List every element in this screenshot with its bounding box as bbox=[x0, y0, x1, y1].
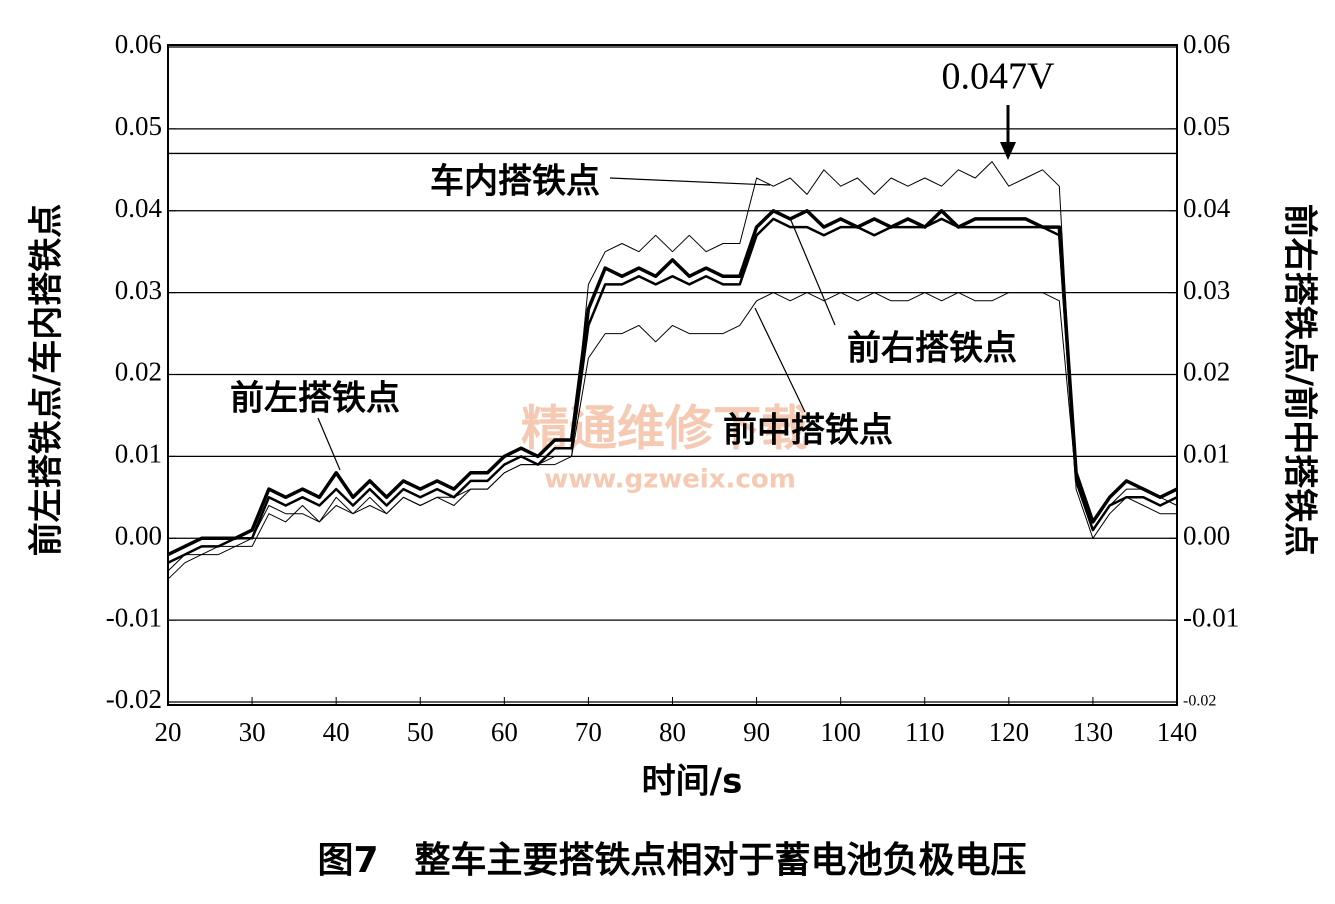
x-tick-label: 80 bbox=[659, 717, 686, 747]
y-tick-label: -0.02 bbox=[106, 684, 162, 714]
leader-line bbox=[317, 417, 341, 471]
annotation-arrowhead bbox=[1000, 142, 1016, 160]
series-label: 前左搭铁点 bbox=[230, 379, 400, 419]
x-tick-label: 130 bbox=[1073, 717, 1114, 747]
y-tick-label: 0.00 bbox=[115, 520, 162, 550]
leader-line bbox=[754, 307, 806, 413]
y-tick-label: -0.01 bbox=[106, 602, 162, 632]
x-tick-label: 50 bbox=[407, 717, 434, 747]
y-tick-label: 0.04 bbox=[115, 193, 163, 223]
series-line bbox=[167, 209, 1178, 557]
x-tick-label: 20 bbox=[155, 717, 182, 747]
y-tick-label: 0.05 bbox=[115, 111, 162, 141]
y-tick-label: 0.06 bbox=[115, 29, 162, 59]
x-tick-label: 70 bbox=[575, 717, 602, 747]
x-tick-label: 30 bbox=[239, 717, 266, 747]
y-tick-label: 0.03 bbox=[115, 275, 162, 305]
y2-tick-label: 0.02 bbox=[1183, 357, 1230, 387]
y2-tick-label: 0.06 bbox=[1183, 29, 1230, 59]
leader-line bbox=[609, 177, 771, 186]
x-tick-label: 110 bbox=[905, 717, 945, 747]
series-label: 前中搭铁点 bbox=[723, 411, 893, 451]
x-tick-label: 140 bbox=[1157, 717, 1198, 747]
x-tick-label: 40 bbox=[323, 717, 350, 747]
y-tick-label: 0.02 bbox=[115, 357, 162, 387]
watermark-url: www.gzweix.com bbox=[544, 465, 796, 495]
y2-tick-label: 0.00 bbox=[1183, 520, 1230, 550]
y-tick-label: 0.01 bbox=[115, 439, 162, 469]
annotation: 0.047V bbox=[942, 56, 1056, 98]
series-line bbox=[167, 161, 1177, 580]
y2-tick-label: 0.03 bbox=[1183, 275, 1230, 305]
series-label: 前右搭铁点 bbox=[847, 329, 1017, 369]
x-axis-label: 时间/s bbox=[642, 762, 743, 802]
series-line bbox=[167, 217, 1178, 564]
series-label: 车内搭铁点 bbox=[430, 162, 600, 202]
x-tick-label: 60 bbox=[491, 717, 518, 747]
y2-tick-label: 0.04 bbox=[1183, 193, 1231, 223]
y2-tick-label: -0.01 bbox=[1183, 602, 1239, 632]
y2-axis-label: 前右搭铁点/前中搭铁点 bbox=[1280, 204, 1320, 556]
x-tick-label: 100 bbox=[820, 717, 861, 747]
y2-tick-label: 0.05 bbox=[1183, 111, 1230, 141]
caption: 图7 整车主要搭铁点相对于蓄电池负极电压 bbox=[317, 840, 1026, 881]
series-line bbox=[167, 292, 1178, 572]
y2-tick-label: 0.01 bbox=[1183, 439, 1230, 469]
y2-tick-label: -0.02 bbox=[1183, 693, 1216, 710]
y-axis-label: 前左搭铁点/车内搭铁点 bbox=[27, 204, 67, 556]
leader-line bbox=[789, 217, 836, 326]
x-tick-label: 90 bbox=[743, 717, 770, 747]
x-tick-label: 120 bbox=[989, 717, 1030, 747]
